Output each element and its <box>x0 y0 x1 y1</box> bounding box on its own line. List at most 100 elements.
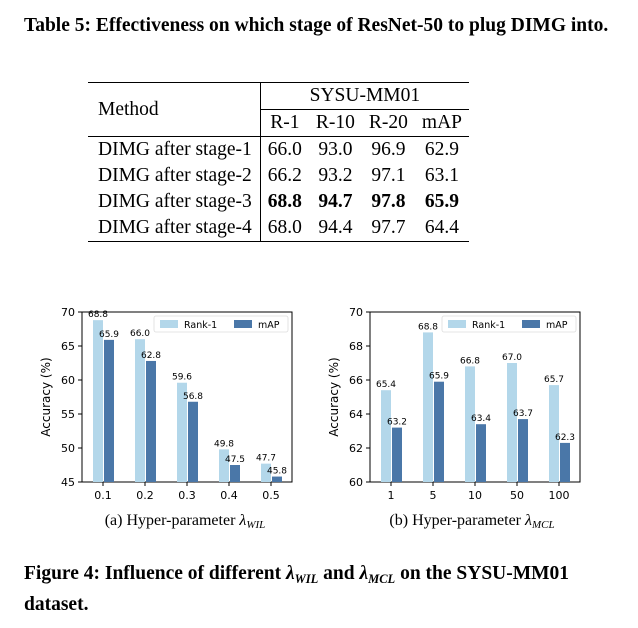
bar-rank1 <box>219 449 229 482</box>
bar-rank1 <box>93 320 103 482</box>
value-cell: 68.8 <box>267 191 302 212</box>
table-row: DIMG after stage-4 68.0 94.4 97.7 64.4 <box>88 215 470 242</box>
y-tick-label: 45 <box>61 476 75 489</box>
data-label: 66.0 <box>130 329 150 339</box>
x-tick-label: 100 <box>549 489 570 502</box>
bar-rank1 <box>177 382 187 482</box>
x-tick-label: 0.5 <box>262 489 280 502</box>
bar-map <box>392 427 402 482</box>
value-cell: 63.1 <box>424 165 460 186</box>
method-cell: DIMG after stage-3 <box>88 189 261 215</box>
legend-label: Rank-1 <box>184 320 217 331</box>
lambda-symbol: λ <box>525 512 532 529</box>
method-header: Method <box>88 82 261 137</box>
y-tick-label: 60 <box>349 476 363 489</box>
y-axis-label: Accuracy (%) <box>327 357 341 436</box>
lambda-subscript: WIL <box>246 519 266 531</box>
value-cell: 68.0 <box>260 215 309 242</box>
x-tick-label: 0.3 <box>178 489 196 502</box>
subcaption-b: (b) Hyper-parameter λMCL <box>342 512 602 531</box>
bar-rank1 <box>423 332 433 482</box>
y-tick-label: 66 <box>349 374 363 387</box>
bar-map <box>434 381 444 482</box>
lambda-symbol: λ <box>359 563 369 584</box>
value-cell: 64.4 <box>414 215 470 242</box>
y-axis-label: Accuracy (%) <box>39 357 53 436</box>
table-row: DIMG after stage-3 68.8 94.7 97.8 65.9 <box>88 189 469 215</box>
y-tick-label: 68 <box>349 340 363 353</box>
data-label: 63.4 <box>471 414 491 424</box>
y-tick-label: 65 <box>61 340 75 353</box>
lambda-subscript: MCL <box>531 519 555 531</box>
subcaption-a-text: (a) Hyper-parameter <box>104 512 240 529</box>
bar-map <box>476 424 486 482</box>
data-label: 59.6 <box>172 373 192 383</box>
bar-map <box>272 476 282 482</box>
table-caption: Table 5: Effectiveness on which stage of… <box>24 15 609 36</box>
method-cell: DIMG after stage-4 <box>88 215 261 242</box>
legend-swatch-rank1 <box>160 320 178 328</box>
lambda-subscript: WIL <box>294 572 319 586</box>
x-tick-label: 0.2 <box>136 489 154 502</box>
metric-header: mAP <box>414 109 470 137</box>
figure-caption-prefix: Figure 4: Influence of different <box>24 563 286 584</box>
y-tick-label: 50 <box>61 442 75 455</box>
data-label: 65.4 <box>376 380 396 390</box>
value-cell: 97.7 <box>361 215 415 242</box>
bar-rank1 <box>507 363 517 482</box>
x-tick-label: 0.1 <box>94 489 112 502</box>
y-tick-label: 60 <box>61 374 75 387</box>
lambda-subscript: MCL <box>368 572 396 586</box>
value-cell: 66.2 <box>267 165 302 186</box>
value-cell: 93.0 <box>318 139 353 160</box>
bar-rank1 <box>135 339 145 482</box>
data-label: 56.8 <box>183 392 203 402</box>
value-cell: 96.9 <box>371 139 406 160</box>
value-cell: 97.8 <box>371 191 406 212</box>
value-cell: 94.7 <box>318 191 353 212</box>
bar-rank1 <box>465 366 475 482</box>
subcaption-b-text: (b) Hyper-parameter <box>389 512 526 529</box>
data-label: 65.7 <box>544 375 564 385</box>
data-label: 68.8 <box>418 322 438 332</box>
data-label: 65.9 <box>429 372 449 382</box>
y-tick-label: 64 <box>349 408 363 421</box>
bar-map <box>230 465 240 482</box>
metric-header: R-20 <box>361 109 415 137</box>
legend-swatch-map <box>234 320 252 328</box>
legend-swatch-map <box>522 320 540 328</box>
value-cell: 62.9 <box>424 139 460 160</box>
figure-caption: Figure 4: Influence of different λWIL an… <box>24 561 624 618</box>
bar-rank1 <box>381 390 391 482</box>
y-tick-label: 62 <box>349 442 363 455</box>
data-label: 63.2 <box>387 418 407 428</box>
data-label: 45.8 <box>267 467 287 477</box>
data-label: 65.9 <box>99 330 119 340</box>
data-label: 62.3 <box>555 433 575 443</box>
subcaption-a: (a) Hyper-parameter λWIL <box>55 512 315 531</box>
lambda-symbol: λ <box>285 563 295 584</box>
metric-header: R-10 <box>308 109 362 137</box>
y-tick-label: 55 <box>61 408 75 421</box>
dataset-header: SYSU-MM01 <box>260 82 470 110</box>
bar-rank1 <box>261 463 271 482</box>
data-label: 62.8 <box>141 351 161 361</box>
value-cell: 97.1 <box>371 165 406 186</box>
method-cell: DIMG after stage-1 <box>88 136 261 163</box>
chart-wil: 45 50 55 60 65 70 Accuracy (%) 0.1 68.8 65.9 0.2 66… <box>39 306 293 502</box>
value-cell: 93.2 <box>318 165 353 186</box>
legend-box <box>441 315 577 333</box>
y-tick-label: 70 <box>349 306 363 319</box>
figure-caption-mid: and <box>318 563 360 584</box>
bar-rank1 <box>549 385 559 482</box>
x-tick-label: 10 <box>468 489 482 502</box>
x-tick-label: 5 <box>430 489 437 502</box>
x-tick-label: 0.4 <box>220 489 238 502</box>
value-cell: 66.0 <box>267 139 302 160</box>
legend-label: mAP <box>546 320 568 331</box>
method-cell: DIMG after stage-2 <box>88 163 261 189</box>
metric-header: R-1 <box>260 109 309 137</box>
data-label: 66.8 <box>460 356 480 366</box>
table-row: DIMG after stage-2 66.2 93.2 97.1 63.1 <box>88 163 469 189</box>
metric-header-row: R-1 R-10 R-20 mAP <box>88 109 470 137</box>
